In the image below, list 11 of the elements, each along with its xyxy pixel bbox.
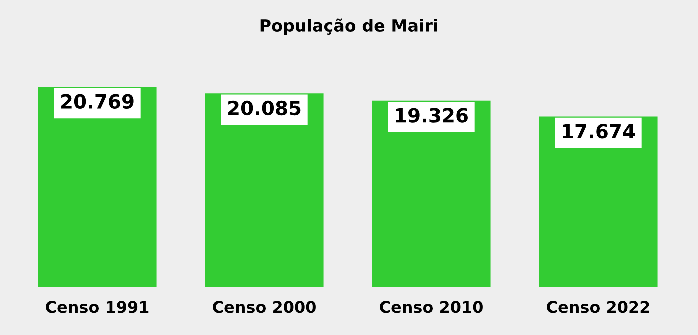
data-label: 20.085 bbox=[228, 100, 301, 116]
x-tick-label: Censo 2022 bbox=[547, 301, 650, 314]
x-tick-label: Censo 1991 bbox=[46, 301, 149, 314]
x-tick-label: Censo 2000 bbox=[213, 301, 316, 314]
x-tick-label: Censo 2010 bbox=[380, 301, 483, 314]
data-label: 19.326 bbox=[396, 108, 468, 123]
bar bbox=[205, 94, 324, 287]
data-label: 17.674 bbox=[563, 124, 636, 139]
data-label: 20.769 bbox=[62, 94, 134, 109]
bar bbox=[38, 87, 157, 287]
chart-title: População de Mairi bbox=[260, 18, 438, 36]
